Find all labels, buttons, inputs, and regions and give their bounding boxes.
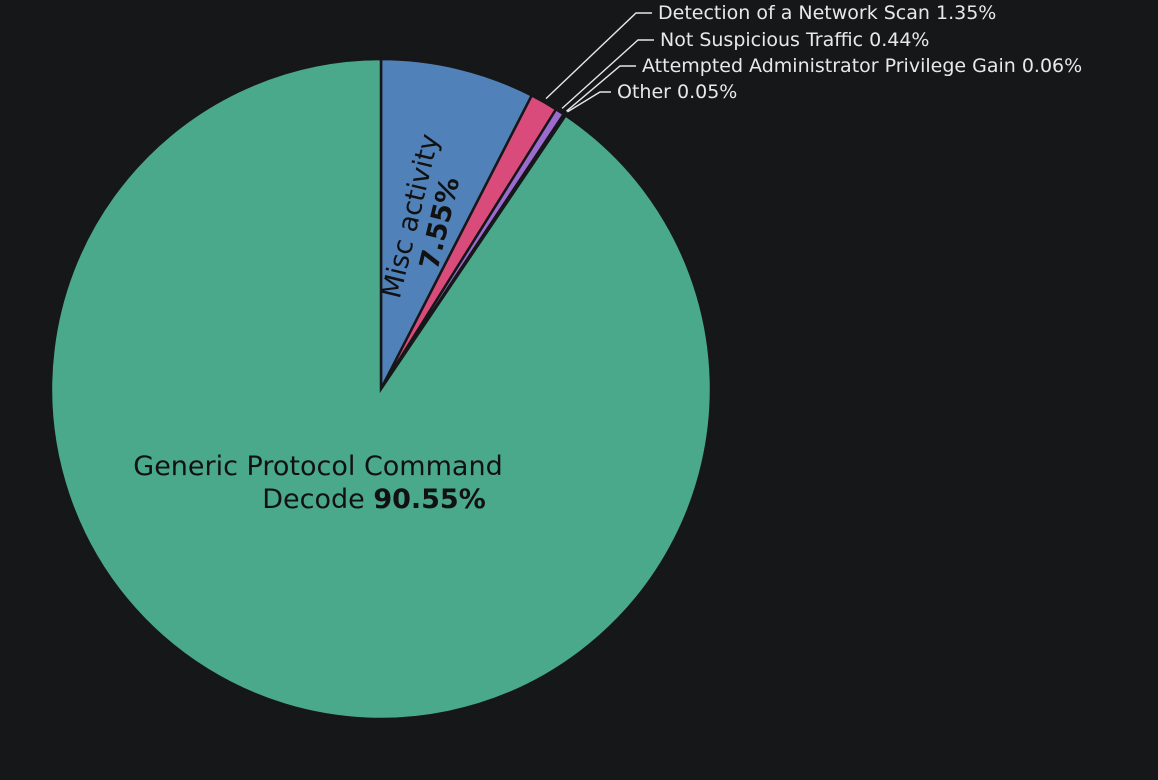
leader-line-not-suspicious-traffic [561, 39, 654, 109]
pie-slice-misc-activity [379, 57, 534, 390]
leader-lines [545, 12, 654, 113]
slice-label-not-suspicious-traffic: Not Suspicious Traffic 0.44% [660, 29, 929, 51]
slice-label-other: Other 0.05% [617, 81, 737, 103]
slice-label-generic-protocol-command-decode: Generic Protocol Command Decode 90.55% [133, 451, 502, 515]
pie-slices [49, 57, 713, 721]
leader-line-other [567, 91, 611, 113]
slice-label-attempted-administrator-privilege-gain: Attempted Administrator Privilege Gain 0… [642, 55, 1082, 77]
slice-label-detection-of-a-network-scan: Detection of a Network Scan 1.35% [658, 2, 996, 24]
pie-slice-generic-protocol-command-decode [49, 57, 713, 721]
leader-line-attempted-administrator-privilege-gain [566, 65, 636, 112]
leader-line-detection-of-a-network-scan [545, 12, 652, 100]
